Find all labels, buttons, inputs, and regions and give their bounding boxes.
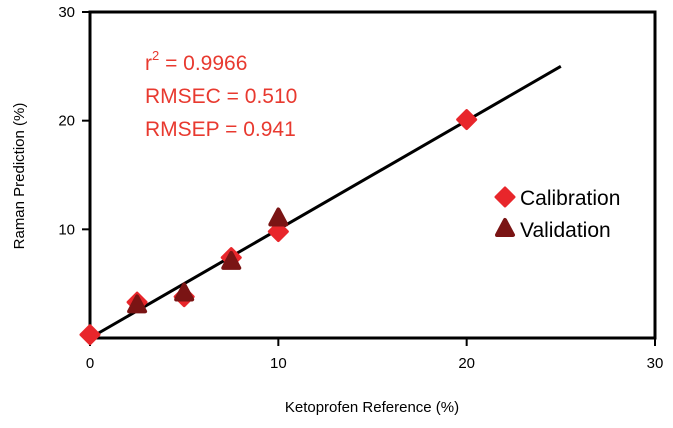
- rmsep-label: RMSEP = 0.941: [145, 118, 296, 141]
- legend-label-validation: Validation: [520, 219, 611, 242]
- r-squared-label: r2 = 0.9966: [145, 48, 247, 75]
- plot-frame: [88, 10, 657, 340]
- legend: Calibration Validation: [494, 186, 620, 242]
- legend-label-calibration: Calibration: [520, 187, 620, 210]
- axes: 0 10 20 30 10 20 30: [58, 4, 663, 372]
- x-tick-label: 30: [647, 355, 664, 372]
- legend-marker-validation: [495, 218, 515, 237]
- calibration-point: [456, 109, 478, 131]
- calibration-point: [79, 324, 101, 346]
- rmsec-label: RMSEC = 0.510: [145, 85, 297, 108]
- validation-point: [127, 294, 148, 314]
- validation-point: [221, 250, 242, 270]
- y-tick-label: 30: [58, 4, 75, 21]
- y-tick-label: 10: [58, 221, 75, 238]
- x-tick-label: 20: [458, 355, 475, 372]
- x-tick-label: 0: [86, 355, 94, 372]
- x-axis-label: Ketoprofen Reference (%): [285, 399, 459, 416]
- fit-line: [89, 65, 562, 340]
- validation-point: [174, 282, 195, 302]
- y-axis-label: Raman Prediction (%): [11, 103, 28, 250]
- legend-marker-calibration: [494, 186, 516, 208]
- y-tick-label: 20: [58, 113, 75, 130]
- validation-point: [268, 207, 289, 227]
- calibration-point: [267, 221, 289, 243]
- x-tick-label: 10: [270, 355, 287, 372]
- data-points: [79, 109, 478, 346]
- annotations: r2 = 0.9966 RMSEC = 0.510 RMSEP = 0.941: [145, 48, 297, 141]
